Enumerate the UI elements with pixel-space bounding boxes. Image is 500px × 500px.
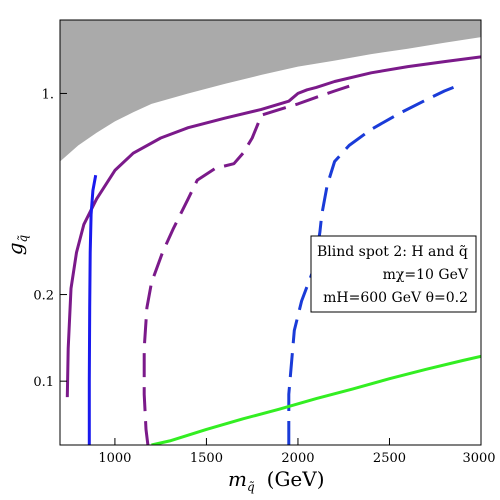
- legend: Blind spot 2: H and q̃ mχ=10 GeV mH=600 …: [310, 235, 477, 313]
- y-axis-label: gq̃: [3, 234, 30, 255]
- series-line-5: [151, 354, 481, 445]
- x-axis-label: mq̃ (GeV): [228, 467, 325, 494]
- svg-text:gq̃: gq̃: [3, 234, 30, 255]
- y-tick-label: 0.1: [33, 375, 54, 390]
- series-line-1: [65, 55, 481, 398]
- x-ticks: 1000 1500 2000 2500 3000: [98, 438, 496, 466]
- x-tick-label: 1500: [190, 451, 223, 466]
- series-line-2: [142, 84, 350, 445]
- x-tick-label: 2000: [281, 451, 314, 466]
- x-tick-label: 1000: [98, 451, 131, 466]
- series-layer: [65, 55, 481, 445]
- series-line-4: [287, 86, 455, 445]
- y-ticks: 0.1 0.2 1.: [33, 87, 67, 390]
- legend-line-1: Blind spot 2: H and q̃: [317, 244, 468, 260]
- y-tick-label: 1.: [42, 87, 54, 102]
- legend-line-3: mH=600 GeV θ=0.2: [323, 290, 468, 306]
- x-tick-label: 2500: [373, 451, 406, 466]
- x-tick-label: 3000: [462, 451, 495, 466]
- plot-frame: [59, 19, 482, 446]
- series-line-3: [87, 174, 98, 445]
- y-tick-label: 0.2: [33, 289, 54, 304]
- legend-line-2: mχ=10 GeV: [383, 267, 469, 283]
- legend-box: [310, 235, 477, 313]
- excluded-region: [60, 20, 481, 162]
